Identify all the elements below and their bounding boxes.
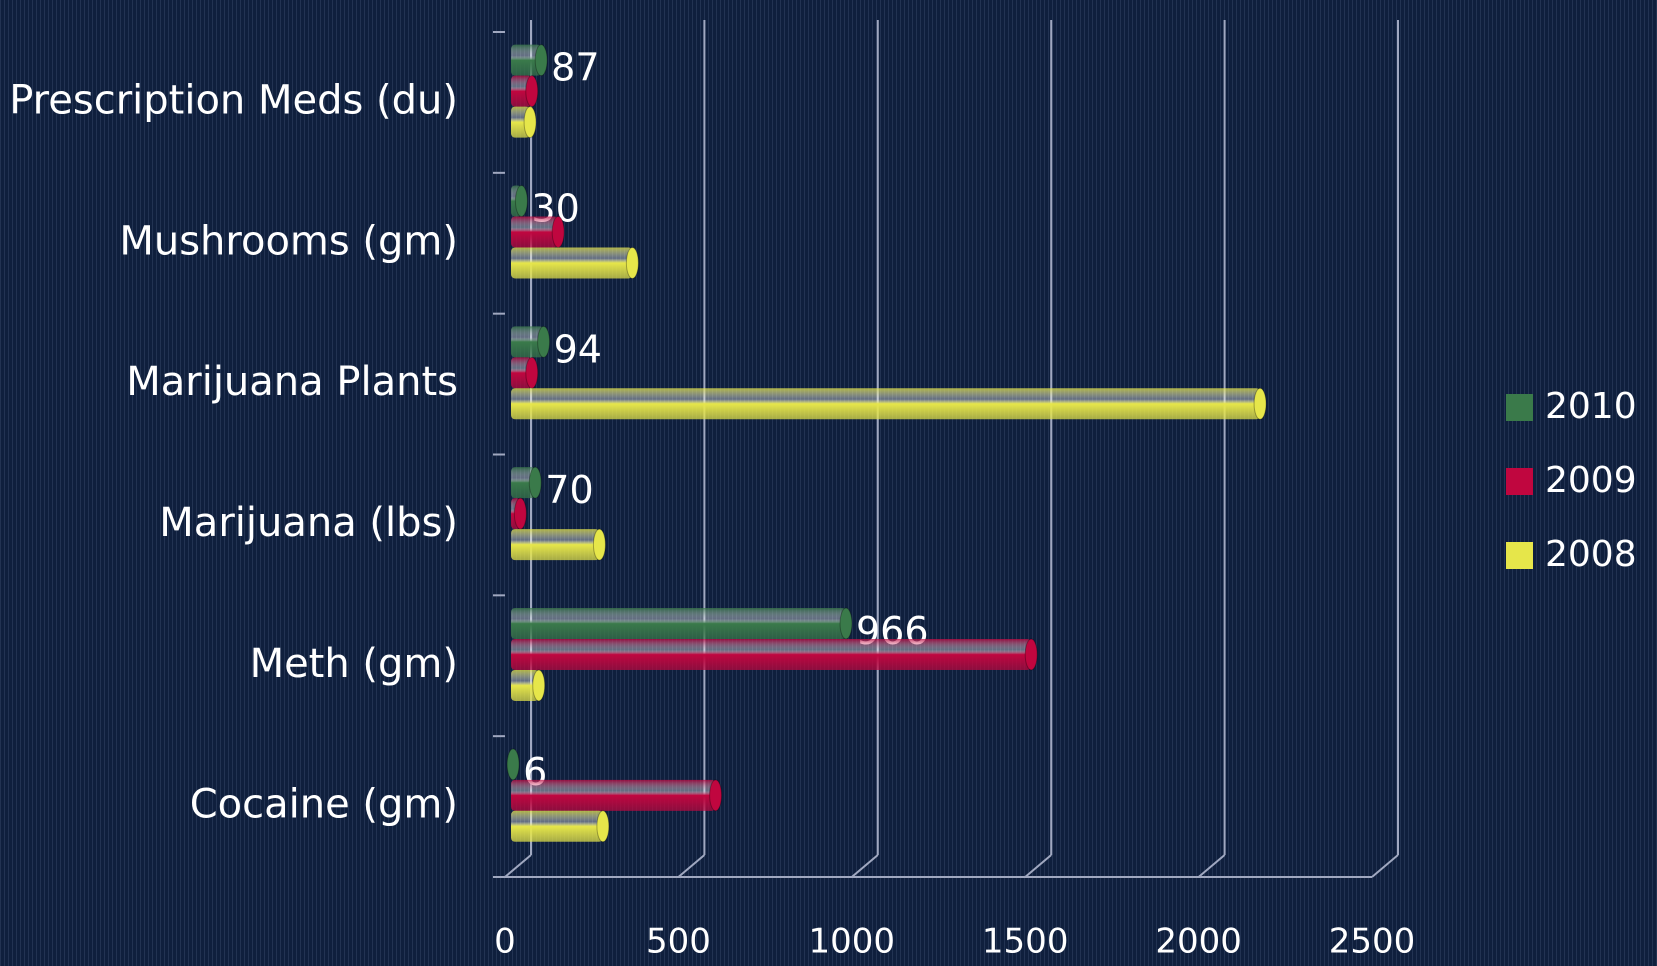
bar-cap [551, 215, 565, 248]
bar-cap [513, 497, 527, 530]
bar [511, 247, 633, 279]
bar [511, 326, 544, 358]
category-label: Mushrooms (gm) [119, 218, 458, 264]
x-tick-label: 2500 [1329, 922, 1416, 962]
bar-cap [596, 810, 610, 843]
category-label: Marijuana (lbs) [159, 500, 458, 546]
bar [511, 467, 536, 499]
bar-cap [523, 106, 537, 139]
bar-cap [525, 356, 539, 389]
x-tick-label: 500 [646, 922, 711, 962]
bar [511, 388, 1261, 420]
bar-cap [1024, 638, 1038, 671]
bar-cap [839, 607, 853, 640]
bar-cap [514, 185, 528, 217]
bar-cap [528, 466, 542, 499]
bar [511, 529, 600, 561]
x-tick-label: 1500 [982, 922, 1069, 962]
bar [511, 75, 532, 107]
x-tick-label: 2000 [1155, 922, 1242, 962]
grid-line [1024, 854, 1052, 878]
grid-line [851, 854, 879, 878]
bar-cap [537, 325, 551, 358]
grid-line [1371, 854, 1399, 878]
bar [511, 810, 603, 842]
x-tick-label: 1000 [809, 922, 896, 962]
legend-swatch [1506, 394, 1533, 421]
category-label: Marijuana Plants [126, 359, 458, 405]
bar-cap [592, 528, 606, 561]
category-label: Meth (gm) [250, 641, 458, 687]
bar-cap [532, 669, 546, 702]
category-label: Prescription Meds (du) [9, 77, 458, 123]
data-label: 87 [551, 46, 599, 90]
bar-cap [506, 748, 520, 781]
bar [511, 216, 559, 248]
data-label: 70 [545, 468, 593, 512]
bar-cap [1253, 387, 1267, 420]
bar-cap [525, 75, 539, 108]
bar-cap [709, 779, 723, 812]
bar [511, 779, 716, 811]
legend-swatch [1506, 468, 1533, 495]
bar-cap [625, 246, 639, 279]
legend-swatch [1506, 542, 1533, 569]
category-label: Cocaine (gm) [190, 782, 458, 828]
data-label: 94 [554, 327, 602, 371]
bar-cap [534, 44, 548, 77]
bar [511, 669, 539, 701]
legend-label: 2010 [1545, 386, 1637, 427]
grid-line [1197, 854, 1226, 878]
legend-label: 2008 [1545, 534, 1637, 575]
legend-label: 2009 [1545, 460, 1637, 501]
bar [511, 608, 847, 639]
grid-line [677, 854, 706, 878]
bar [511, 44, 542, 76]
axis-line [504, 854, 532, 878]
bar [511, 357, 532, 389]
bar [511, 638, 1032, 670]
x-tick-label: 0 [494, 922, 516, 962]
